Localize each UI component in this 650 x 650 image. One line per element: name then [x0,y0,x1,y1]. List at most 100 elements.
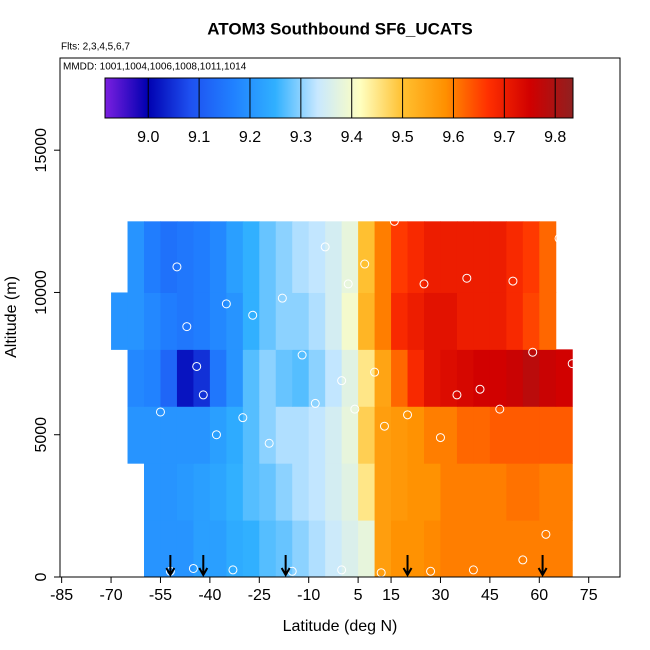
x-tick-label: -10 [297,587,320,604]
x-tick-label: -85 [50,587,73,604]
heat-cell [308,520,326,578]
observation-point [462,273,472,283]
heat-cell [407,349,425,407]
heat-cell [489,221,507,293]
heat-cell [341,349,359,407]
heat-cell [308,406,326,464]
heat-cell [407,221,425,293]
heat-cell [374,349,392,407]
heat-cell [391,292,409,350]
x-tick-label: -70 [99,587,122,604]
observation-point [419,279,429,289]
heat-cell [424,406,441,464]
profile-arrow [165,555,176,578]
heat-cell [275,406,293,464]
heat-cell [374,463,392,521]
heat-cell [259,349,277,407]
heat-cell [440,520,458,578]
heat-cell [325,349,343,407]
observation-point [188,563,198,573]
observation-point [310,398,320,408]
heat-cell [391,463,409,521]
observation-point [567,359,577,369]
heat-cell [522,406,540,464]
observation-point [360,259,370,269]
colorbar-tick-label: 9.5 [391,129,413,146]
observation-point [541,529,551,539]
heat-cell [259,463,277,521]
heat-cell [292,292,310,350]
heat-cell [144,463,161,521]
heat-cell [424,463,441,521]
observation-point [426,566,436,576]
heat-cell [160,520,178,578]
heat-cell [506,406,524,464]
heat-cell [407,520,425,578]
colorbar-tick-label: 9.6 [442,129,464,146]
observation-point [198,390,208,400]
observation-point [495,404,505,414]
heat-cell [292,520,310,578]
heat-cell [456,520,474,578]
heat-cell [308,349,326,407]
observation-point [343,279,353,289]
heat-cell [522,349,540,407]
heat-cell [539,221,557,293]
heat-cell [358,463,376,521]
heat-cell [176,349,194,407]
observation-point [277,293,287,303]
heat-cell [407,406,425,464]
heat-cell [341,406,359,464]
x-tick-label: 30 [432,587,450,604]
heat-cell [160,221,178,293]
heat-cell [193,406,211,464]
x-tick-label: -40 [198,587,221,604]
heat-cell [341,292,359,350]
heat-cell [176,221,194,293]
observation-point [337,565,347,575]
heat-cell [489,349,507,407]
colorbar-tick-label: 9.2 [239,129,261,146]
heat-cell [489,463,507,521]
heat-cell [325,520,343,578]
x-tick-label: 45 [481,587,499,604]
heat-cell [209,349,227,407]
heat-cell [473,221,491,293]
heat-cell [341,463,359,521]
heat-cell [259,406,277,464]
heat-cell [275,520,293,578]
heat-cell [242,463,260,521]
heat-cell [127,406,145,464]
heat-cell [539,349,557,407]
heat-cell [407,292,425,350]
observation-point [554,233,564,243]
heat-cell [308,463,326,521]
heat-cell [325,463,343,521]
heat-cell [144,520,161,578]
heat-cell [176,520,194,578]
heat-cell [275,292,293,350]
x-tick-label: -25 [248,587,271,604]
heat-cell [358,406,376,464]
subtitle: Flts: 2,3,4,5,6,7 [61,42,130,53]
annotation: MMDD: 1001,1004,1006,1008,1011,1014 [63,62,247,73]
heat-cell [506,520,524,578]
heat-cell [456,463,474,521]
heat-cell [209,292,227,350]
heat-cell [226,520,244,578]
heat-cell [209,520,227,578]
colorbar-tick-label: 9.1 [188,129,210,146]
heat-cell [259,221,277,293]
heat-cell [127,349,145,407]
heat-cell [325,221,343,293]
y-tick-label: 15000 [33,128,50,173]
heat-cell [292,463,310,521]
heat-cell [308,292,326,350]
heat-cell [555,406,573,464]
heat-cell [144,406,161,464]
heat-cell [456,406,474,464]
heat-cell [193,221,211,293]
heat-cell [440,406,458,464]
heat-cell [358,292,376,350]
